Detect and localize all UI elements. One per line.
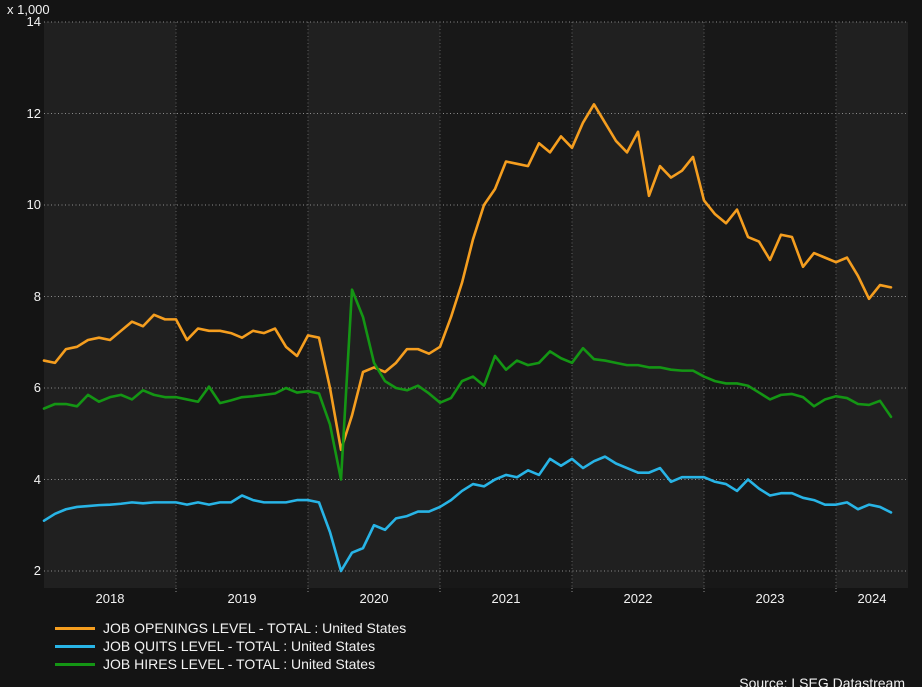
y-axis-unit-label: x 1,000 [7, 2, 50, 17]
y-tick-label: 6 [33, 380, 41, 395]
x-tick-label: 2020 [359, 591, 389, 606]
y-tick-label: 12 [26, 105, 41, 121]
source-attribution: Source: LSEG Datastream [739, 675, 905, 687]
y-tick-label: 8 [33, 288, 41, 304]
legend-label: JOB HIRES LEVEL - TOTAL : United States [103, 656, 376, 672]
y-tick-label: 2 [33, 563, 41, 578]
x-tick-label: 2021 [491, 591, 521, 606]
x-tick-label: 2018 [95, 591, 125, 606]
x-tick-label: 2023 [755, 591, 785, 606]
hires-line-swatch [55, 662, 95, 666]
x-tick-label: 2024 [857, 591, 887, 606]
y-tick-label: 10 [26, 197, 41, 212]
quits-line-swatch [55, 644, 95, 648]
legend-label: JOB OPENINGS LEVEL - TOTAL : United Stat… [103, 620, 407, 636]
openings-line-swatch [55, 626, 95, 630]
legend-item-quits: JOB QUITS LEVEL - TOTAL : United States [55, 637, 406, 655]
legend: JOB OPENINGS LEVEL - TOTAL : United Stat… [55, 619, 406, 673]
y-tick-label: 14 [26, 14, 41, 29]
x-tick-label: 2019 [227, 591, 257, 606]
legend-label: JOB QUITS LEVEL - TOTAL : United States [103, 638, 376, 654]
legend-item-openings: JOB OPENINGS LEVEL - TOTAL : United Stat… [55, 619, 406, 637]
x-tick-label: 2022 [623, 591, 653, 606]
legend-item-hires: JOB HIRES LEVEL - TOTAL : United States [55, 655, 406, 673]
y-tick-label: 4 [33, 471, 41, 487]
